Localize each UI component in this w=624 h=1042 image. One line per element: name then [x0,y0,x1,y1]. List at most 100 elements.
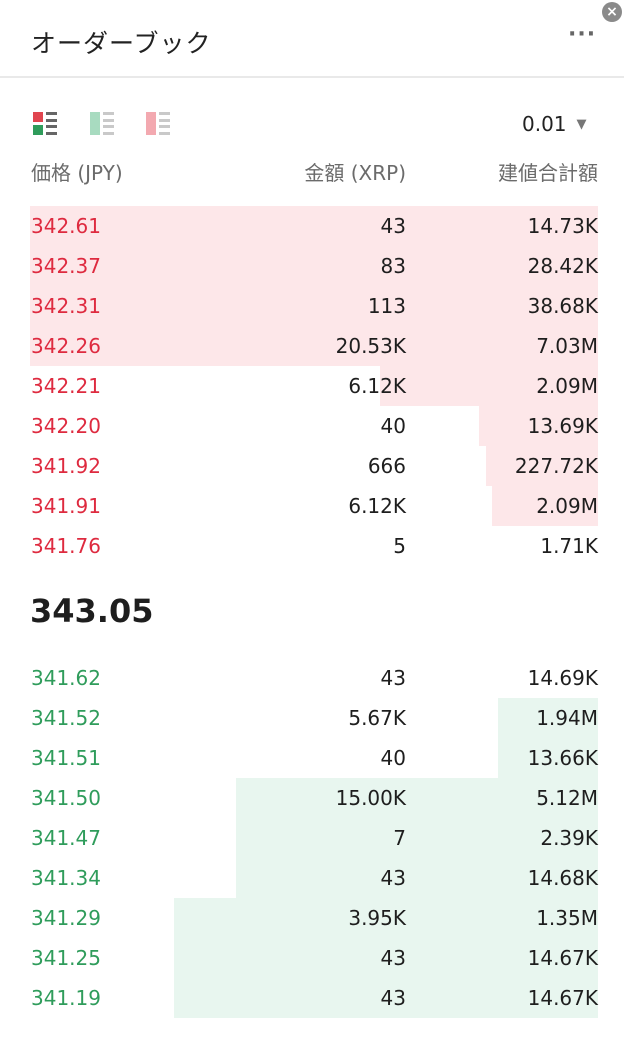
bid-total: 13.66K [527,746,598,770]
ask-total: 227.72K [514,454,598,478]
ask-price: 341.76 [31,534,101,558]
ask-row[interactable]: 341.91 6.12K 2.09M [0,486,624,526]
more-options-icon[interactable]: ··· [568,22,597,47]
ask-depth-bar [30,246,598,286]
asks-view-icon[interactable] [146,112,170,136]
bid-amount: 3.95K [348,906,406,930]
bid-price: 341.52 [31,706,101,730]
bid-price: 341.34 [31,866,101,890]
ask-row[interactable]: 342.61 43 14.73K [0,206,624,246]
bid-depth-bar [236,778,598,818]
bid-total: 14.67K [527,986,598,1010]
bid-row[interactable]: 341.34 43 14.68K [0,858,624,898]
ask-depth-bar [30,206,598,246]
ask-price: 341.92 [31,454,101,478]
column-header-price: 価格 (JPY) [31,161,123,185]
bid-row[interactable]: 341.51 40 13.66K [0,738,624,778]
bid-total: 1.35M [536,906,598,930]
bid-row[interactable]: 341.19 43 14.67K [0,978,624,1018]
ask-total: 28.42K [527,254,598,278]
bid-total: 1.94M [536,706,598,730]
ask-depth-bar [486,446,598,486]
bid-price: 341.47 [31,826,101,850]
bid-depth-bar [498,738,598,778]
ask-depth-bar [380,366,598,406]
ask-total: 13.69K [527,414,598,438]
column-header-amount: 金額 (XRP) [304,161,406,185]
bid-total: 5.12M [536,786,598,810]
bid-row[interactable]: 341.50 15.00K 5.12M [0,778,624,818]
bids-view-icon[interactable] [90,112,114,136]
bid-price: 341.51 [31,746,101,770]
bid-price: 341.19 [31,986,101,1010]
bid-amount: 5.67K [348,706,406,730]
bid-price: 341.62 [31,666,101,690]
ask-price: 342.21 [31,374,101,398]
ask-row[interactable]: 342.31 113 38.68K [0,286,624,326]
ask-depth-bar [30,326,598,366]
ask-total: 14.73K [527,214,598,238]
bid-total: 14.68K [527,866,598,890]
bid-row[interactable]: 341.29 3.95K 1.35M [0,898,624,938]
ask-depth-bar [479,406,598,446]
ask-total: 38.68K [527,294,598,318]
precision-select[interactable]: 0.01 ▼ [522,112,587,136]
bid-amount: 43 [380,666,406,690]
ask-total: 1.71K [540,534,598,558]
precision-value: 0.01 [522,112,567,136]
ask-row[interactable]: 342.21 6.12K 2.09M [0,366,624,406]
ask-amount: 666 [367,454,406,478]
bid-price: 341.50 [31,786,101,810]
bid-row[interactable]: 341.25 43 14.67K [0,938,624,978]
ask-price: 342.37 [31,254,101,278]
bid-depth-bar [236,818,598,858]
bid-depth-bar [498,698,598,738]
ask-price: 341.91 [31,494,101,518]
bid-row[interactable]: 341.47 7 2.39K [0,818,624,858]
ask-price: 342.61 [31,214,101,238]
panel-title: オーダーブック [31,29,212,58]
ask-total: 2.09M [536,494,598,518]
ask-amount: 113 [367,294,406,318]
chevron-down-icon: ▼ [576,117,587,132]
ask-amount: 6.12K [348,374,406,398]
column-header-total: 建値合計額 [498,161,598,185]
bid-amount: 7 [393,826,406,850]
bid-depth-bar [174,898,598,938]
ask-price: 342.20 [31,414,101,438]
ask-row[interactable]: 342.20 40 13.69K [0,406,624,446]
ask-depth-bar [30,286,598,326]
ask-amount: 40 [380,414,406,438]
ask-row[interactable]: 341.76 5 1.71K [0,526,624,566]
bid-price: 341.29 [31,906,101,930]
close-icon[interactable]: × [602,2,622,22]
ask-amount: 43 [380,214,406,238]
bid-depth-bar [174,938,598,978]
both-view-icon[interactable] [33,112,57,136]
ask-price: 342.26 [31,334,101,358]
bid-depth-bar [174,978,598,1018]
ask-amount: 5 [393,534,406,558]
ask-row[interactable]: 342.37 83 28.42K [0,246,624,286]
ask-row[interactable]: 342.26 20.53K 7.03M [0,326,624,366]
bid-total: 14.67K [527,946,598,970]
ask-total: 7.03M [536,334,598,358]
ask-price: 342.31 [31,294,101,318]
bid-amount: 15.00K [335,786,406,810]
bid-amount: 43 [380,986,406,1010]
ask-amount: 6.12K [348,494,406,518]
ask-amount: 20.53K [335,334,406,358]
bid-total: 2.39K [540,826,598,850]
bid-depth-bar [236,858,598,898]
bid-amount: 43 [380,946,406,970]
bid-price: 341.25 [31,946,101,970]
ask-total: 2.09M [536,374,598,398]
bid-row[interactable]: 341.62 43 14.69K [0,658,624,698]
ask-depth-bar [492,486,598,526]
bid-row[interactable]: 341.52 5.67K 1.94M [0,698,624,738]
last-price: 343.05 [30,592,154,630]
bid-amount: 40 [380,746,406,770]
bid-amount: 43 [380,866,406,890]
panel-header: オーダーブック ··· [0,0,624,78]
ask-row[interactable]: 341.92 666 227.72K [0,446,624,486]
